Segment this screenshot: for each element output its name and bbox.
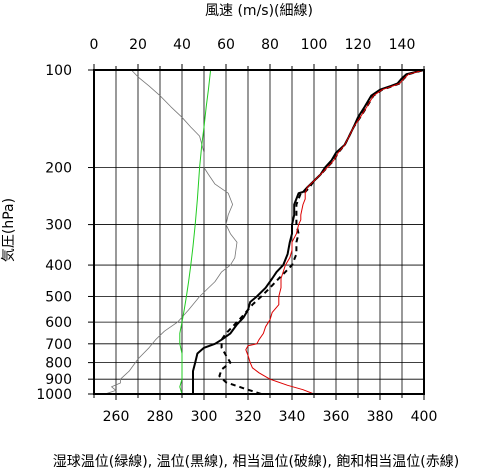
series-line-potential-temperature bbox=[192, 69, 425, 394]
y-tick-label: 1000 bbox=[36, 387, 72, 403]
series-line-wind-speed bbox=[104, 69, 238, 395]
series-layer bbox=[104, 69, 425, 395]
x-bottom-tick-label: 360 bbox=[323, 409, 350, 425]
x-top-tick-label: 80 bbox=[261, 37, 279, 53]
y-tick-label: 800 bbox=[45, 356, 72, 372]
x-top-tick-label: 40 bbox=[173, 37, 191, 53]
x-top-tick-label: 120 bbox=[345, 37, 372, 53]
x-top-tick-label: 140 bbox=[389, 37, 416, 53]
x-top-tick-label: 20 bbox=[129, 37, 147, 53]
plot-frame bbox=[93, 69, 425, 395]
x-bottom-tick-label: 280 bbox=[147, 409, 174, 425]
x-top-tick-label: 60 bbox=[217, 37, 235, 53]
y-tick-label: 300 bbox=[45, 218, 72, 234]
series-line-wet-bulb-potential-temperature bbox=[179, 69, 212, 395]
x-bottom-tick-label: 260 bbox=[103, 409, 130, 425]
y-tick-label: 600 bbox=[45, 315, 72, 331]
x-bottom-tick-label: 380 bbox=[367, 409, 394, 425]
y-tick-label: 900 bbox=[45, 372, 72, 388]
bottom-axis-title: 湿球温位(緑線), 温位(黒線), 相当温位(破線), 飽和相当温位(赤線) bbox=[53, 453, 459, 470]
y-tick-label: 400 bbox=[45, 258, 72, 274]
x-bottom-tick-label: 400 bbox=[411, 409, 438, 425]
top-axis-title: 風速 (m/s)(細線) bbox=[205, 3, 313, 19]
x-bottom-tick-label: 320 bbox=[235, 409, 262, 425]
y-tick-label: 500 bbox=[45, 289, 72, 305]
x-bottom-tick-label: 300 bbox=[191, 409, 218, 425]
series-line-saturated-equivalent-potential-temperature bbox=[245, 69, 425, 395]
y-tick-label: 700 bbox=[45, 337, 72, 353]
grid bbox=[94, 69, 424, 395]
y-tick-label: 200 bbox=[45, 161, 72, 177]
y-tick-label: 100 bbox=[45, 63, 72, 79]
x-top-tick-label: 100 bbox=[301, 37, 328, 53]
ticks: 260 280 300 320 340 360 380 400 0 20 40 60 80 100 120 1… bbox=[36, 37, 437, 425]
y-axis-title: 気圧(hPa) bbox=[1, 198, 17, 262]
x-bottom-tick-label: 340 bbox=[279, 409, 306, 425]
x-top-tick-label: 0 bbox=[90, 37, 99, 53]
